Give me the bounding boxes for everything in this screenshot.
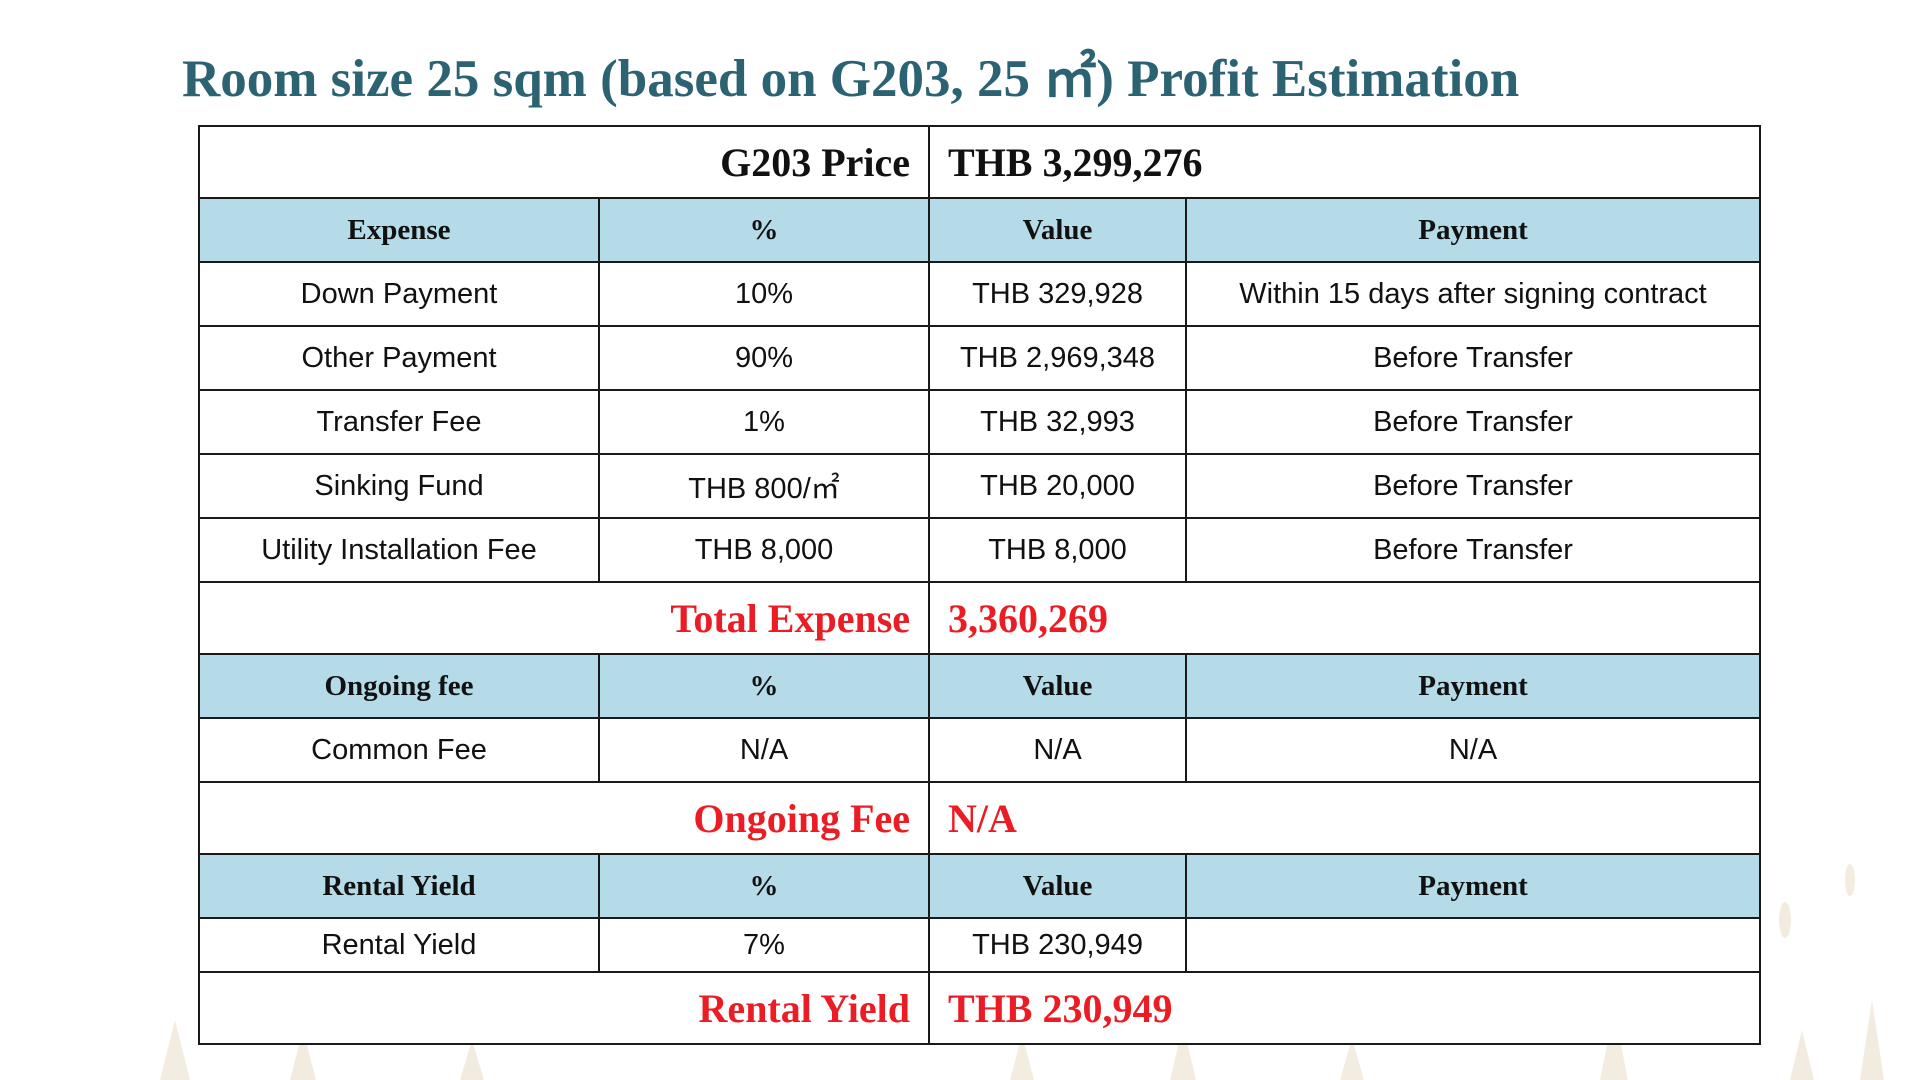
table-cell: Transfer Fee: [199, 390, 599, 454]
table-cell: Rental Yield: [199, 918, 599, 972]
table-row: Common Fee N/A N/A N/A: [199, 718, 1760, 782]
table-cell: THB 32,993: [929, 390, 1186, 454]
price-label: G203 Price: [199, 126, 929, 198]
rental-yield-label: Rental Yield: [199, 972, 929, 1044]
header-cell: %: [599, 854, 929, 918]
ongoing-fee-value: N/A: [929, 782, 1760, 854]
total-expense-row: Total Expense 3,360,269: [199, 582, 1760, 654]
header-cell: %: [599, 198, 929, 262]
table-cell: [1186, 918, 1760, 972]
table-cell: Common Fee: [199, 718, 599, 782]
table-cell: N/A: [1186, 718, 1760, 782]
table-cell: THB 329,928: [929, 262, 1186, 326]
ongoing-header-row: Ongoing fee % Value Payment: [199, 654, 1760, 718]
header-cell: Rental Yield: [199, 854, 599, 918]
header-cell: Value: [929, 854, 1186, 918]
table-cell: Utility Installation Fee: [199, 518, 599, 582]
table-row: Other Payment 90% THB 2,969,348 Before T…: [199, 326, 1760, 390]
table-cell: Before Transfer: [1186, 518, 1760, 582]
table-cell: Sinking Fund: [199, 454, 599, 518]
table-row: Transfer Fee 1% THB 32,993 Before Transf…: [199, 390, 1760, 454]
table-row: Sinking Fund THB 800/㎡ THB 20,000 Before…: [199, 454, 1760, 518]
rental-header-row: Rental Yield % Value Payment: [199, 854, 1760, 918]
table-cell: Before Transfer: [1186, 326, 1760, 390]
table-cell: 90%: [599, 326, 929, 390]
ongoing-fee-label: Ongoing Fee: [199, 782, 929, 854]
header-cell: Value: [929, 654, 1186, 718]
table-cell: Before Transfer: [1186, 454, 1760, 518]
header-cell: %: [599, 654, 929, 718]
table-cell: THB 2,969,348: [929, 326, 1186, 390]
table-cell: N/A: [929, 718, 1186, 782]
table-cell: Within 15 days after signing contract: [1186, 262, 1760, 326]
total-expense-value: 3,360,269: [929, 582, 1760, 654]
table-cell: Before Transfer: [1186, 390, 1760, 454]
table-cell: Down Payment: [199, 262, 599, 326]
table-row: Utility Installation Fee THB 8,000 THB 8…: [199, 518, 1760, 582]
header-cell: Payment: [1186, 198, 1760, 262]
slide-title: Room size 25 sqm (based on G203, 25 ㎡) P…: [182, 36, 1519, 112]
rental-yield-total-row: Rental Yield THB 230,949: [199, 972, 1760, 1044]
price-value: THB 3,299,276: [929, 126, 1760, 198]
table-row: Down Payment 10% THB 329,928 Within 15 d…: [199, 262, 1760, 326]
price-row: G203 Price THB 3,299,276: [199, 126, 1760, 198]
rental-yield-value: THB 230,949: [929, 972, 1760, 1044]
table-cell: 7%: [599, 918, 929, 972]
profit-estimation-table: G203 Price THB 3,299,276 Expense % Value…: [198, 125, 1761, 1045]
table-cell: THB 20,000: [929, 454, 1186, 518]
table-cell: THB 8,000: [929, 518, 1186, 582]
header-cell: Value: [929, 198, 1186, 262]
ongoing-fee-total-row: Ongoing Fee N/A: [199, 782, 1760, 854]
table-row: Rental Yield 7% THB 230,949: [199, 918, 1760, 972]
table-cell: Other Payment: [199, 326, 599, 390]
table-cell: THB 800/㎡: [599, 454, 929, 518]
expense-header-row: Expense % Value Payment: [199, 198, 1760, 262]
table-cell: N/A: [599, 718, 929, 782]
table-cell: 1%: [599, 390, 929, 454]
header-cell: Payment: [1186, 654, 1760, 718]
header-cell: Ongoing fee: [199, 654, 599, 718]
total-expense-label: Total Expense: [199, 582, 929, 654]
table-cell: THB 230,949: [929, 918, 1186, 972]
header-cell: Payment: [1186, 854, 1760, 918]
header-cell: Expense: [199, 198, 599, 262]
table-cell: 10%: [599, 262, 929, 326]
table-cell: THB 8,000: [599, 518, 929, 582]
